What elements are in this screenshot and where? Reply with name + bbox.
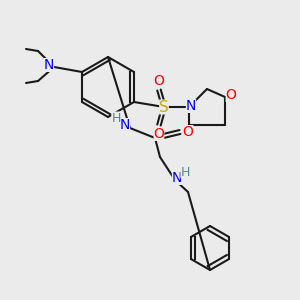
- Text: O: O: [154, 127, 164, 141]
- Text: S: S: [159, 100, 169, 115]
- Text: H: H: [111, 112, 121, 124]
- Text: O: O: [226, 88, 236, 102]
- Text: N: N: [186, 99, 196, 113]
- Text: N: N: [172, 171, 182, 185]
- Text: O: O: [154, 74, 164, 88]
- Text: N: N: [44, 58, 54, 72]
- Text: H: H: [180, 166, 190, 178]
- Text: O: O: [183, 125, 194, 139]
- Text: N: N: [120, 118, 130, 132]
